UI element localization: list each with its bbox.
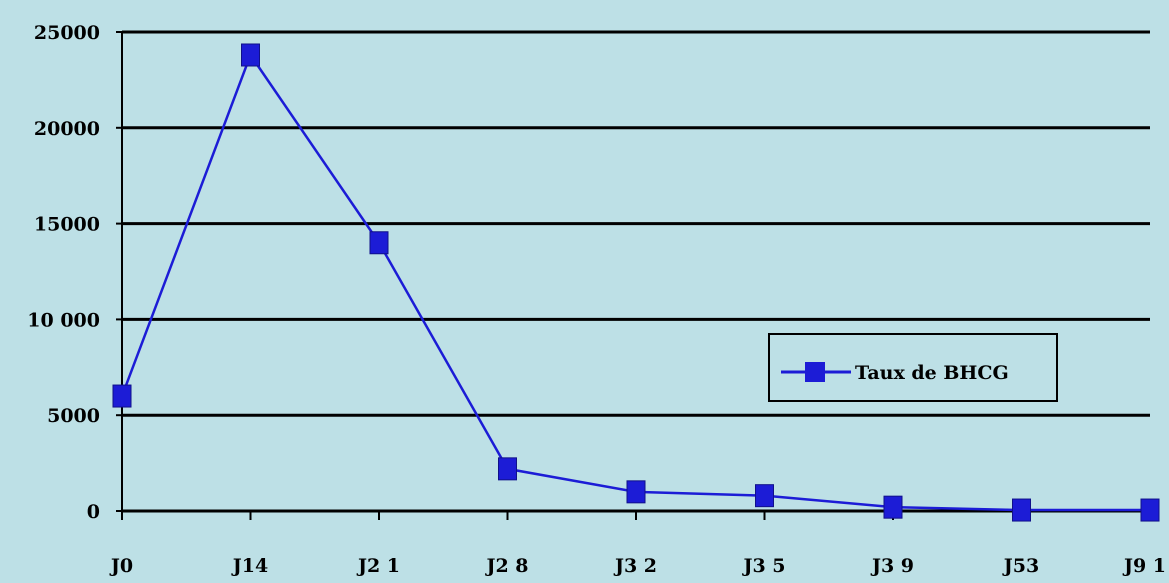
data-point-J91 — [1140, 498, 1160, 522]
y-tick-label: 25000 — [34, 22, 100, 44]
y-tick-label: 5000 — [47, 405, 100, 427]
y-tick-label: 10 000 — [27, 309, 100, 331]
x-tick-label: J3 9 — [870, 555, 914, 577]
y-tick-label: 0 — [87, 501, 100, 523]
data-point-J28 — [498, 457, 517, 481]
data-point-J35 — [755, 484, 774, 508]
series-taux-de-bhcg — [112, 43, 1160, 522]
legend-label: Taux de BHCG — [855, 362, 1009, 384]
x-tick-labels: J0 J14 J2 1 J2 8 J3 2 J3 5 J3 9 J53 J9 1 — [109, 555, 1166, 577]
y-tick-labels: 25000 20000 15000 10 000 5000 0 — [27, 22, 100, 523]
y-tick-label: 20000 — [34, 118, 100, 140]
data-point-J53 — [1012, 498, 1031, 522]
axes — [116, 31, 1151, 520]
data-point-J21 — [369, 231, 389, 255]
x-tick-label: J2 8 — [484, 555, 528, 577]
x-tick-label: J53 — [1002, 555, 1039, 577]
gridlines — [122, 30, 1150, 417]
data-point-J39 — [883, 495, 903, 519]
data-point-J0 — [112, 384, 132, 408]
x-tick-label: J0 — [109, 555, 133, 577]
series-line-0 — [120, 53, 1150, 512]
x-tick-label: J3 2 — [613, 555, 657, 577]
data-point-J32 — [626, 480, 646, 504]
x-tick-label: J14 — [231, 555, 268, 577]
x-tick-label: J9 1 — [1122, 555, 1166, 577]
legend: Taux de BHCG — [768, 333, 1058, 402]
data-point-J14 — [241, 43, 260, 67]
x-tick-label: J2 1 — [356, 555, 400, 577]
legend-marker-swatch — [805, 362, 825, 382]
y-tick-label: 15000 — [34, 214, 100, 236]
x-tick-label: J3 5 — [741, 555, 785, 577]
